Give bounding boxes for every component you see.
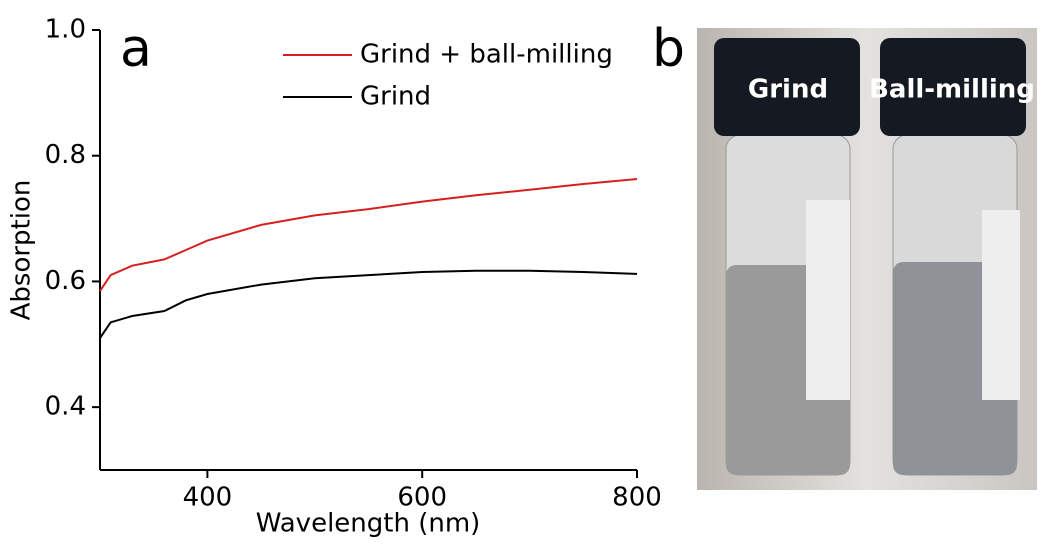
panel-label: a [120,19,152,79]
y-tick-label: 0.6 [45,266,86,296]
x-tick-label: 800 [612,483,662,513]
photo: Grind Ball-milling [697,28,1037,490]
legend-label: Grind [360,82,431,112]
x-tick-label: 400 [183,483,233,513]
vial-label [806,200,850,400]
figure: a b Wavelength (nm) Absorption Grind Bal… [0,0,1049,542]
panel-label: b [652,19,685,79]
x-tick-label: 600 [397,483,447,513]
x-axis-label: Wavelength (nm) [256,509,481,539]
legend-label: Grind + ball-milling [360,40,613,70]
y-tick-label: 0.4 [45,392,86,422]
photo-label: Ball-milling [869,75,1035,105]
line [100,271,637,338]
y-tick-label: 1.0 [45,15,86,45]
y-axis-label: Absorption [7,180,37,321]
photo-label: Grind [748,75,828,105]
vial-label [982,210,1020,400]
y-tick-label: 0.8 [45,140,86,170]
